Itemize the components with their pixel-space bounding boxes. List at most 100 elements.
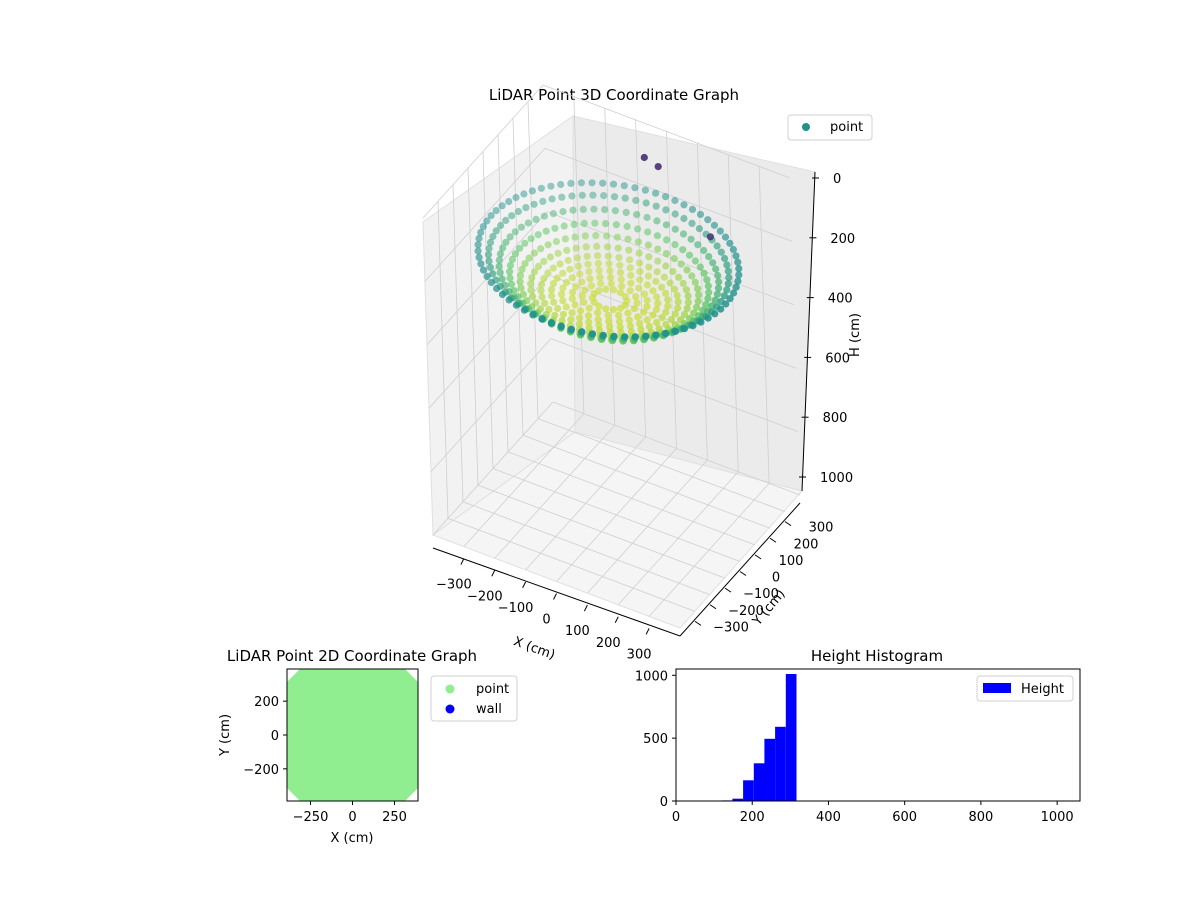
data-point-3d (653, 293, 661, 301)
data-point-3d (643, 281, 652, 289)
data-point-3d (609, 306, 618, 314)
x-ticks-histogram: 0 200 400 600 800 1000 (672, 801, 1074, 825)
data-point-3d (670, 255, 678, 263)
y-tick-3d (694, 620, 702, 626)
legend-3d: point (787, 114, 873, 141)
histogram-bar (775, 726, 786, 801)
data-point-3d (694, 297, 702, 305)
y-tick-3d (724, 587, 732, 593)
data-point-3d (497, 221, 505, 230)
y-tick-label-histogram: 500 (643, 732, 668, 747)
x-tick-label-2d: −250 (293, 810, 329, 825)
legend-2d-point-marker (445, 684, 455, 694)
data-point-3d (712, 265, 720, 273)
data-point-3d (530, 268, 539, 276)
data-point-3d (492, 207, 500, 215)
data-point-3d (671, 210, 679, 218)
data-point-3d (645, 253, 653, 261)
data-point-3d (713, 242, 721, 250)
data-point-3d (477, 260, 485, 268)
data-point-3d (694, 241, 702, 249)
data-point-3d (563, 246, 571, 254)
data-point-3d (559, 310, 568, 318)
data-point-3d (721, 233, 730, 241)
data-point-3d (564, 256, 572, 265)
z-tick-label-3d: 600 (825, 351, 850, 366)
data-point-3d (691, 257, 700, 265)
data-point-3d (568, 288, 577, 296)
data-point-3d (666, 279, 674, 287)
data-point-3d (687, 235, 695, 243)
data-point-3d (696, 210, 705, 218)
data-point-3d (622, 208, 630, 216)
y-tick-3d (739, 571, 747, 576)
data-point-3d (553, 274, 561, 282)
x-tick-label-3d: −300 (436, 578, 472, 593)
data-point-3d (654, 257, 662, 265)
data-point-3d (567, 316, 575, 324)
data-point-3d (634, 238, 643, 246)
chart-3d: LiDAR Point 3D Coordinate Graph −300−200… (422, 84, 873, 663)
legend-histogram-label: Height (1021, 682, 1064, 697)
data-point-3d (502, 238, 510, 246)
y-tick-label-3d: 300 (809, 521, 834, 536)
data-point-3d (599, 179, 607, 187)
chart-2d-title: LiDAR Point 2D Coordinate Graph (227, 647, 477, 665)
data-point-3d (584, 260, 592, 268)
x-tick-3d (460, 558, 465, 565)
grid-line-left-h (424, 148, 546, 282)
data-point-3d (615, 318, 624, 326)
data-point-3d (532, 215, 540, 223)
legend-2d: point wall (430, 675, 518, 722)
data-point-3d (585, 304, 593, 312)
data-point-3d (662, 206, 670, 214)
data-point-3d (612, 221, 621, 229)
data-point-3d (726, 295, 734, 303)
data-point-3d (527, 286, 535, 294)
data-point-3d (561, 235, 570, 243)
grid-line-floor-x (648, 483, 770, 617)
data-point-3d (610, 286, 618, 294)
data-point-3d (590, 205, 598, 213)
data-point-3d (644, 241, 653, 249)
data-point-3d (550, 298, 558, 306)
data-point-3d (592, 232, 600, 240)
data-point-3d (558, 193, 566, 201)
data-point-3d (700, 269, 708, 277)
data-point-3d (654, 299, 662, 307)
data-point-3d (477, 228, 485, 237)
grid-line-left-h (432, 401, 554, 536)
data-point-3d (571, 233, 579, 241)
data-point-3d (516, 278, 524, 286)
y-tick-3d (709, 604, 717, 610)
data-point-3d (508, 212, 516, 220)
data-point-3d (662, 329, 670, 338)
data-point-3d (671, 196, 679, 205)
data-point-3d (549, 264, 557, 272)
x-axis-label-2d: X (cm) (331, 831, 374, 846)
data-point-3d (714, 271, 722, 280)
data-point-3d (534, 231, 542, 239)
grid-line-back (758, 166, 770, 484)
y-tick-label-2d: 0 (271, 729, 279, 744)
data-point-3d (632, 293, 640, 301)
y-tick-label-3d: −300 (713, 620, 749, 635)
data-point-3d (714, 284, 723, 292)
y-tick-label-3d: −200 (728, 604, 764, 619)
data-point-3d (679, 246, 687, 254)
x-tick-3d (614, 616, 619, 623)
data-point-3d (595, 321, 603, 329)
data-point-3d (662, 221, 671, 229)
legend-histogram: Height (976, 675, 1074, 702)
data-point-3d (572, 244, 580, 252)
data-point-3d (587, 282, 596, 290)
x-tick-label-histogram: 400 (816, 810, 841, 825)
data-point-3d (674, 298, 682, 306)
data-point-3d (528, 274, 536, 282)
data-point-3d (578, 328, 586, 336)
data-point-3d (703, 276, 711, 284)
data-point-3d (626, 264, 634, 272)
grid-line-back (696, 143, 708, 461)
